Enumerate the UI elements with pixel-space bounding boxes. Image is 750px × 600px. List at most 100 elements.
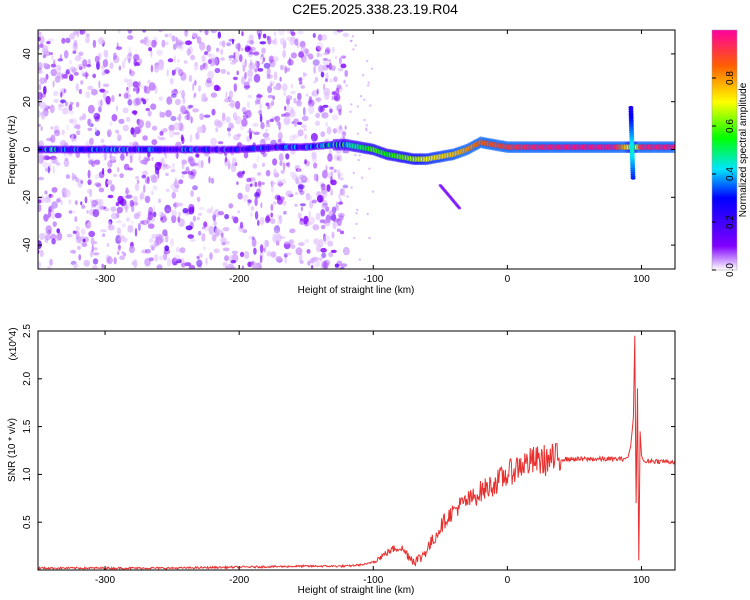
noise-speckle: [241, 107, 247, 113]
noise-speckle: [313, 162, 318, 169]
noise-speckle: [265, 215, 270, 224]
noise-speckle: [242, 194, 249, 202]
noise-speckle: [123, 78, 129, 83]
noise-speckle: [220, 57, 225, 61]
noise-speckle: [230, 163, 237, 173]
noise-speckle: [43, 213, 49, 222]
noise-speckle: [320, 183, 326, 191]
noise-speckle: [366, 59, 369, 63]
noise-speckle: [244, 46, 251, 53]
noise-speckle: [61, 107, 69, 115]
noise-speckle: [48, 52, 54, 56]
noise-speckle: [148, 82, 156, 91]
noise-speckle: [273, 168, 277, 177]
noise-speckle: [176, 152, 179, 159]
noise-speckle: [134, 183, 140, 192]
noise-speckle: [255, 60, 258, 69]
noise-speckle: [135, 97, 142, 106]
noise-speckle: [185, 225, 193, 231]
noise-speckle: [342, 184, 349, 189]
noise-speckle: [222, 227, 230, 232]
noise-speckle: [169, 32, 172, 38]
noise-speckle: [38, 204, 42, 212]
noise-speckle: [244, 58, 247, 68]
noise-speckle: [45, 225, 52, 234]
noise-speckle: [237, 133, 242, 137]
noise-speckle: [319, 238, 324, 248]
spectrogram-x-tick-label: -200: [229, 274, 249, 285]
noise-speckle: [265, 128, 268, 132]
noise-speckle: [338, 201, 343, 205]
noise-speckle: [176, 202, 184, 207]
spectrogram-y-tick-label: 20: [22, 96, 33, 108]
noise-speckle: [162, 128, 168, 133]
noise-speckle: [150, 64, 154, 73]
noise-speckle: [286, 95, 293, 101]
noise-speckle: [329, 166, 334, 170]
noise-speckle: [44, 190, 48, 195]
noise-speckle: [273, 31, 276, 36]
noise-speckle: [339, 57, 342, 65]
noise-speckle: [119, 255, 125, 260]
noise-speckle: [147, 79, 151, 85]
noise-speckle: [38, 67, 42, 74]
noise-speckle: [190, 116, 193, 124]
noise-speckle: [352, 171, 355, 175]
noise-speckle: [89, 137, 94, 146]
noise-speckle: [40, 126, 43, 131]
noise-speckle: [38, 91, 43, 100]
noise-speckle: [38, 36, 41, 42]
noise-speckle: [42, 62, 48, 67]
noise-speckle: [105, 95, 111, 105]
noise-speckle: [314, 260, 321, 268]
colorbar-tick-label: 0.4: [725, 167, 736, 181]
noise-speckle: [56, 228, 60, 234]
noise-speckle: [128, 46, 132, 56]
noise-speckle: [77, 245, 81, 251]
noise-speckle: [118, 93, 121, 97]
noise-speckle: [323, 234, 331, 242]
noise-speckle: [204, 62, 208, 71]
noise-speckle: [231, 215, 235, 220]
noise-speckle: [321, 112, 329, 119]
noise-speckle: [319, 181, 325, 187]
noise-speckle: [339, 230, 345, 235]
noise-speckle: [75, 83, 79, 92]
noise-speckle: [66, 124, 69, 132]
noise-speckle: [162, 229, 168, 237]
noise-speckle: [117, 251, 120, 255]
noise-speckle: [63, 189, 71, 198]
noise-speckle: [154, 253, 159, 262]
noise-speckle: [308, 53, 314, 60]
noise-speckle: [42, 45, 49, 54]
noise-speckle: [235, 100, 241, 110]
noise-speckle: [213, 84, 220, 92]
noise-speckle: [296, 42, 300, 49]
noise-speckle: [297, 129, 304, 137]
noise-speckle: [294, 203, 298, 207]
noise-speckle: [259, 244, 264, 254]
noise-speckle: [241, 118, 248, 127]
noise-speckle: [236, 70, 239, 76]
noise-speckle: [201, 160, 204, 169]
noise-speckle: [258, 180, 262, 187]
noise-speckle: [282, 49, 286, 59]
noise-speckle: [44, 238, 49, 243]
noise-speckle: [268, 55, 275, 63]
noise-speckle: [100, 99, 103, 107]
noise-speckle: [298, 77, 303, 82]
noise-speckle: [367, 84, 370, 87]
noise-speckle: [344, 125, 347, 130]
noise-speckle: [256, 94, 263, 98]
noise-speckle: [58, 196, 61, 201]
noise-speckle: [90, 237, 95, 245]
noise-speckle: [244, 71, 247, 80]
noise-speckle: [66, 233, 73, 238]
noise-speckle: [313, 173, 318, 182]
noise-speckle: [194, 61, 198, 67]
noise-speckle: [174, 67, 182, 72]
noise-speckle: [327, 240, 334, 247]
noise-speckle: [47, 38, 55, 42]
noise-speckle: [321, 203, 328, 210]
noise-speckle: [158, 96, 163, 101]
